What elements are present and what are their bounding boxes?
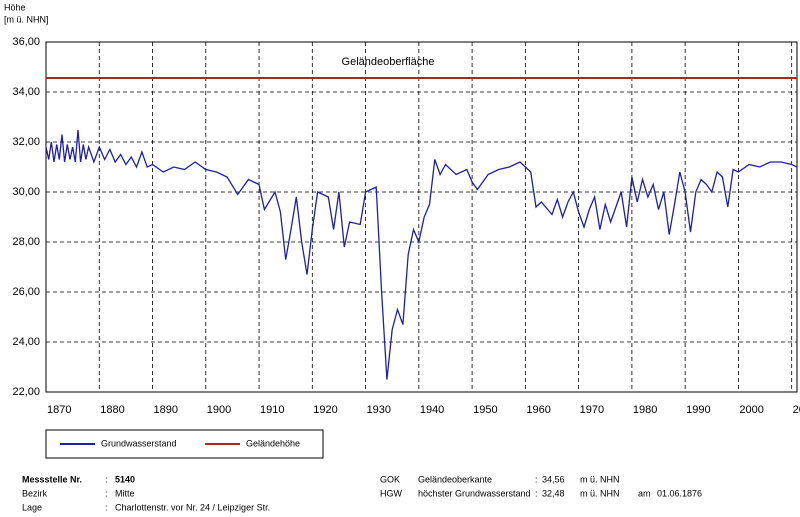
plot-frame (45, 41, 798, 393)
x-tick-label: 1930 (367, 404, 391, 416)
x-tick-label: 1920 (313, 404, 337, 416)
x-tick-label: 1870 (47, 404, 71, 416)
info-text: am (638, 488, 651, 498)
info-text: Mitte (115, 488, 135, 498)
y-tick-label: 28,00 (12, 236, 40, 248)
y-tick-label: 34,00 (12, 86, 40, 98)
x-tick-label: 1950 (473, 404, 497, 416)
info-text: höchster Grundwasserstand (418, 488, 531, 498)
info-text: 34,56 (542, 474, 565, 484)
x-tick-label: 1940 (420, 404, 444, 416)
info-text: Messstelle Nr. (22, 474, 82, 484)
info-text: 01.06.1876 (657, 488, 702, 498)
reference-label: Geländeoberfläche (342, 56, 435, 68)
info-text: GOK (380, 474, 400, 484)
y-tick-label: 22,00 (12, 386, 40, 398)
x-tick-label: 1910 (260, 404, 284, 416)
info-text: : (535, 474, 538, 484)
info-text: Bezirk (22, 488, 48, 498)
x-tick-label: 2010 (793, 404, 800, 416)
info-text: Lage (22, 502, 42, 512)
y-tick-label: 36,00 (12, 36, 40, 48)
info-text: : (105, 474, 108, 484)
x-tick-label: 2000 (739, 404, 763, 416)
info-text: : (535, 488, 538, 498)
y-tick-label: 24,00 (12, 336, 40, 348)
x-tick-label: 1970 (580, 404, 604, 416)
info-text: m ü. NHN (580, 488, 620, 498)
data-line (45, 129, 798, 380)
x-tick-label: 1990 (686, 404, 710, 416)
y-tick-label: 30,00 (12, 186, 40, 198)
info-text: 32,48 (542, 488, 565, 498)
y-axis-label: [m ü. NHN] (4, 14, 49, 24)
y-tick-label: 32,00 (12, 136, 40, 148)
info-text: : (105, 488, 108, 498)
info-text: : (105, 502, 108, 512)
legend-label: Grundwasserstand (101, 438, 177, 448)
info-text: HGW (380, 488, 403, 498)
x-tick-label: 1890 (154, 404, 178, 416)
info-text: Geländeoberkante (418, 474, 492, 484)
y-axis-label: Höhe (4, 2, 26, 12)
info-text: m ü. NHN (580, 474, 620, 484)
x-tick-label: 1980 (633, 404, 657, 416)
x-tick-label: 1900 (207, 404, 231, 416)
legend-label: Geländehöhe (246, 438, 300, 448)
info-text: 5140 (115, 474, 135, 484)
x-tick-label: 1960 (526, 404, 550, 416)
legend-box (45, 429, 324, 459)
y-tick-label: 26,00 (12, 286, 40, 298)
x-tick-label: 1880 (100, 404, 124, 416)
info-text: Charlottenstr. vor Nr. 24 / Leipziger St… (115, 502, 270, 512)
